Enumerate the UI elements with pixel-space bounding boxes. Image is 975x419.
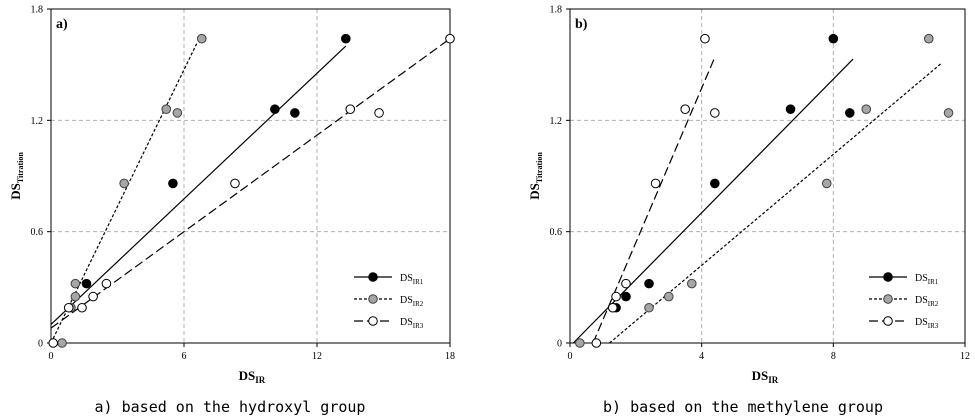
x-tick-label: 4 (699, 351, 704, 362)
legend-label-ir3: DSIR3 (400, 317, 424, 330)
data-point-ir3 (680, 104, 691, 114)
data-point-ir2 (821, 178, 832, 189)
y-tick-label: 0 (38, 339, 43, 350)
plot-frame (50, 8, 451, 344)
data-point-ir2 (70, 291, 81, 302)
data-point-ir2 (119, 178, 129, 189)
y-tick-label: 0.6 (550, 227, 563, 238)
data-point-ir3 (591, 338, 602, 348)
data-point-ir2 (196, 33, 207, 44)
data-point-ir2 (686, 278, 697, 289)
x-tick-label: 0 (49, 351, 54, 362)
x-tick-label: 12 (312, 351, 322, 362)
data-point-ir1 (844, 108, 855, 118)
legend-marker-ir1 (368, 272, 378, 282)
data-point-ir2 (663, 291, 674, 302)
chart-panel-2: 0 4 8 12 0 0.6 1.2 1.8 b) DSIR1 DSIR2 DSIR3 DSIR DSTi… (527, 5, 970, 417)
legend-marker-ir2 (368, 294, 378, 304)
data-point-ir3 (445, 33, 455, 44)
data-point-ir3 (77, 302, 87, 313)
data-point-ir3 (710, 108, 720, 118)
legend-marker-ir2 (883, 294, 893, 304)
y-tick-label: 1.8 (550, 5, 563, 16)
data-point-ir3 (88, 291, 98, 302)
data-point-ir3 (650, 178, 661, 189)
y-tick-label: 0.6 (31, 227, 44, 238)
x-axis-title: DSIR (239, 368, 266, 385)
data-point-ir2 (57, 338, 67, 348)
data-point-ir1 (621, 291, 631, 302)
legend-label-ir3: DSIR3 (915, 317, 939, 330)
data-point-ir2 (70, 278, 81, 289)
x-tick-label: 8 (831, 351, 836, 362)
x-tick-label: 18 (445, 351, 455, 362)
data-point-ir3 (374, 108, 384, 118)
legend-marker-ir3 (368, 316, 378, 326)
x-axis-title: DSIR (752, 368, 779, 385)
figure-caption: b) based on the methylene group (603, 398, 883, 416)
data-point-ir1 (290, 108, 300, 118)
y-tick-label: 1.2 (550, 116, 563, 127)
data-point-ir3 (230, 178, 240, 189)
panel-label: a) (56, 17, 68, 32)
data-point-ir2 (172, 108, 183, 118)
legend-label-ir2: DSIR2 (400, 295, 424, 308)
data-point-ir3 (611, 291, 621, 302)
legend-label-ir1: DSIR1 (400, 273, 424, 286)
data-point-ir2 (943, 108, 954, 118)
data-point-ir3 (345, 104, 356, 114)
data-point-ir1 (270, 104, 280, 114)
legend-marker-ir3 (883, 316, 893, 326)
fit-line-ir3 (592, 57, 716, 344)
data-point-ir2 (861, 104, 872, 114)
data-point-ir3 (48, 338, 59, 348)
data-point-ir1 (168, 178, 178, 189)
data-point-ir2 (923, 33, 934, 44)
y-axis-title: DSTitration (527, 152, 544, 200)
plot-frame (569, 8, 966, 344)
data-point-ir1 (828, 33, 839, 44)
y-axis-title: DSTitration (8, 152, 25, 200)
data-point-ir2 (161, 104, 172, 114)
data-point-ir3 (700, 33, 710, 44)
y-tick-label: 1.8 (31, 5, 44, 16)
x-tick-label: 6 (182, 351, 187, 362)
legend-label-ir2: DSIR2 (915, 295, 939, 308)
figure-caption: a) based on the hydroxyl group (95, 398, 366, 416)
fit-line-ir1 (50, 45, 347, 325)
panel-label: b) (575, 17, 588, 32)
y-tick-label: 1.2 (31, 116, 44, 127)
data-point-ir1 (710, 178, 720, 189)
data-point-ir1 (644, 278, 654, 289)
data-point-ir2 (575, 338, 585, 348)
data-point-ir2 (644, 302, 654, 313)
data-point-ir1 (81, 278, 92, 289)
legend-label-ir1: DSIR1 (915, 273, 939, 286)
data-point-ir3 (63, 302, 74, 313)
chart-panel-1: 0 6 12 18 0 0.6 1.2 1.8 a) DSIR1 DSIR2 DSIR3 DSIR DST… (8, 5, 455, 417)
data-point-ir1 (341, 33, 351, 44)
data-point-ir3 (101, 278, 112, 289)
data-point-ir3 (607, 302, 618, 313)
data-point-ir1 (785, 104, 796, 114)
x-tick-label: 12 (960, 351, 970, 362)
y-tick-label: 0 (557, 339, 562, 350)
legend-marker-ir1 (883, 272, 893, 282)
x-tick-label: 0 (568, 351, 573, 362)
data-point-ir3 (621, 278, 631, 289)
fit-line-ir3 (50, 38, 451, 329)
